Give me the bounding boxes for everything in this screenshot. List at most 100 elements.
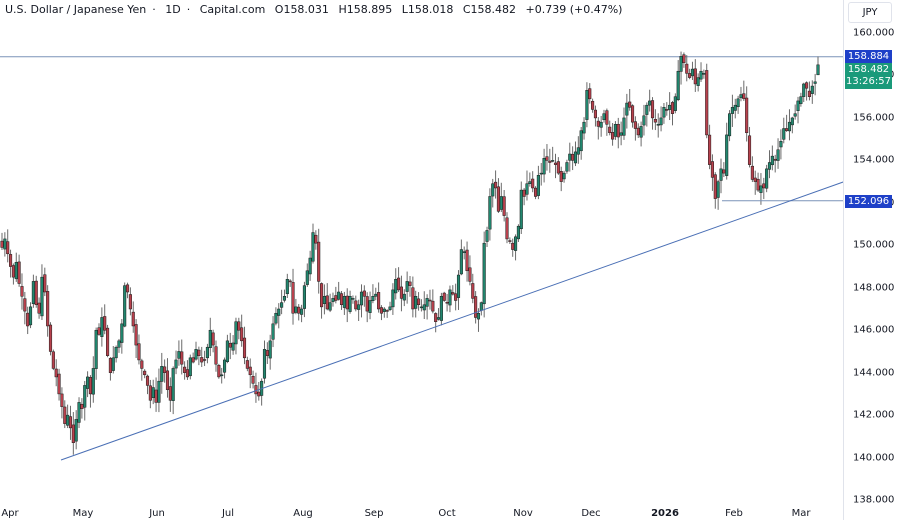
candle-down [605, 110, 609, 125]
candle-up [114, 346, 118, 359]
candle-up [368, 300, 372, 313]
candle-down [710, 161, 714, 178]
candle-down [762, 183, 766, 189]
candle-up [285, 279, 289, 295]
candle-up [262, 349, 267, 379]
candle-up [234, 321, 238, 345]
candle-down [242, 337, 247, 359]
y-tick-label: 138.000 [853, 494, 895, 506]
candle-down [245, 360, 249, 369]
candle-down [291, 282, 295, 314]
candle-down [685, 63, 689, 74]
candle-up [422, 304, 426, 311]
candle-down [106, 327, 110, 356]
candle-down [385, 310, 389, 312]
candle-up [673, 96, 677, 111]
candle-down [334, 295, 338, 301]
candle-down [377, 292, 381, 310]
y-tick-label: 140.000 [853, 452, 895, 464]
candlestick-chart[interactable] [0, 0, 843, 505]
candle-up [174, 359, 178, 369]
candle-down [131, 311, 135, 327]
candle-up [796, 100, 800, 111]
candle-down [533, 187, 538, 197]
candle-down [26, 312, 30, 327]
candle-down [71, 424, 75, 443]
high-value: H158.895 [338, 3, 393, 16]
candle-down [742, 93, 746, 100]
candle-up [810, 85, 814, 94]
candle-down [442, 292, 446, 301]
candle-down [628, 101, 632, 108]
currency-button[interactable]: JPY [848, 2, 892, 23]
candle-down [502, 196, 506, 216]
candle-up [268, 340, 272, 359]
candle-up [28, 306, 33, 326]
candle-down [20, 286, 24, 297]
candle-up [277, 308, 281, 316]
y-tick-label: 144.000 [853, 367, 895, 379]
chart-plot-area[interactable] [0, 0, 843, 505]
candle-down [397, 277, 401, 291]
candle-up [725, 134, 729, 176]
candle-up [573, 151, 578, 164]
candle-up [436, 317, 441, 320]
candle-up [456, 274, 461, 298]
y-tick-label: 142.000 [853, 409, 895, 421]
candle-down [317, 241, 321, 282]
candle-up [151, 387, 155, 398]
candle-up [3, 238, 7, 250]
candle-down [254, 385, 258, 395]
candle-up [274, 312, 278, 324]
candle-up [702, 73, 706, 75]
candle-down [54, 368, 58, 378]
last-price-value: 158.482 [847, 64, 890, 75]
candle-up [659, 117, 663, 126]
x-tick-label: 2026 [651, 508, 679, 519]
candle-up [525, 183, 529, 195]
candle-up [74, 419, 78, 442]
candle-down [636, 127, 640, 136]
candle-up [793, 113, 797, 117]
candle-down [545, 156, 549, 161]
candle-up [394, 279, 398, 294]
candle-up [371, 296, 375, 301]
candle-down [670, 102, 675, 114]
candle-up [639, 126, 643, 138]
candle-up [676, 70, 680, 101]
y-tick-label: 156.000 [853, 112, 895, 124]
candle-up [231, 342, 235, 351]
candle-down [465, 249, 469, 272]
candle-down [434, 313, 438, 322]
candle-up [83, 385, 87, 408]
candle-up [342, 296, 346, 308]
candle-up [282, 296, 287, 301]
symbol-name[interactable]: U.S. Dollar / Japanese Yen [5, 3, 147, 16]
candle-down [43, 274, 47, 293]
candle-down [807, 90, 811, 97]
candle-up [482, 242, 486, 305]
support-price-tag: 152.096 [845, 195, 892, 208]
x-tick-label: May [72, 508, 94, 519]
candle-down [68, 416, 73, 429]
candle-up [86, 376, 90, 389]
candle-down [747, 135, 752, 165]
candle-up [271, 323, 275, 340]
candle-down [630, 105, 635, 123]
candle-down [362, 290, 366, 297]
separator: · [186, 3, 191, 16]
candle-down [688, 73, 692, 78]
candle-down [653, 118, 657, 123]
candle-up [648, 100, 652, 106]
source-label: Capital.com [199, 3, 266, 16]
y-tick-label: 154.000 [853, 154, 895, 166]
candle-up [767, 162, 772, 170]
interval-label[interactable]: 1D [165, 3, 181, 16]
candle-down [593, 109, 598, 119]
candle-down [365, 296, 369, 312]
candle-up [405, 281, 409, 292]
candle-up [642, 115, 646, 126]
candle-down [168, 386, 172, 401]
separator: · [152, 3, 156, 16]
candle-down [650, 100, 655, 119]
